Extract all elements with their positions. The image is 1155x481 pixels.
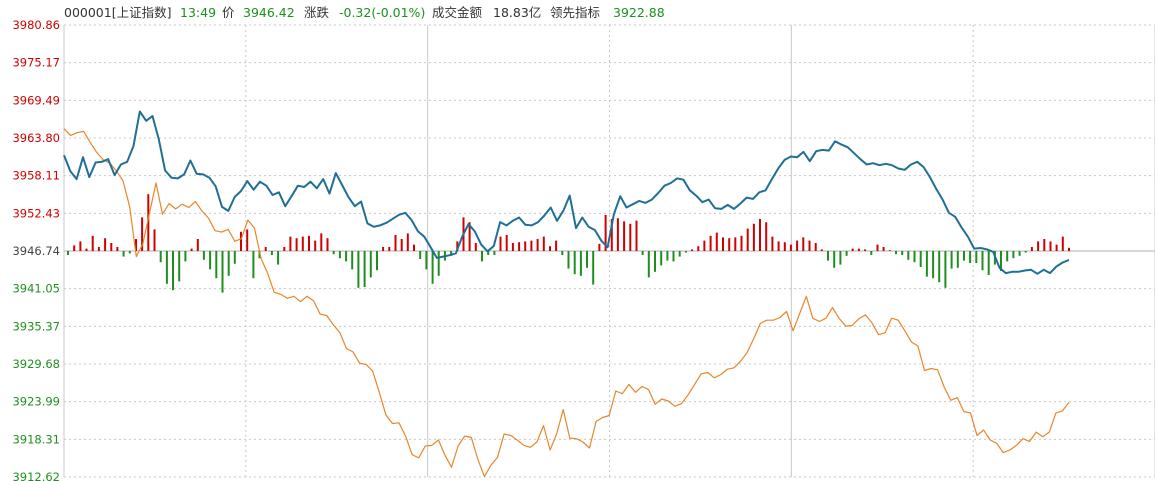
y-tick-label: 3946.74 — [12, 244, 60, 258]
index-code-name: 000001[上证指数] — [64, 5, 171, 20]
leading-indicator-series — [63, 128, 1070, 478]
y-tick-label: 3952.43 — [12, 206, 60, 220]
turnover-label: 成交金额 — [432, 5, 483, 20]
y-tick-label: 3975.17 — [12, 56, 60, 70]
y-tick-label: 3923.99 — [12, 395, 60, 409]
y-tick-label: 3958.11 — [12, 169, 60, 183]
turnover-value: 18.83亿 — [493, 5, 541, 20]
header-bar: 000001[上证指数] 13:49 价 3946.42 涨跌 -0.32(-0… — [64, 5, 665, 20]
volume-bars — [67, 194, 1070, 293]
y-tick-label: 3918.31 — [12, 432, 60, 446]
price-line — [63, 110, 1070, 275]
leading-indicator-value: 3922.88 — [613, 5, 665, 20]
y-tick-label: 3980.86 — [12, 18, 60, 32]
price-series — [63, 110, 1070, 275]
leading-indicator-label: 领先指标 — [550, 5, 600, 20]
leading-indicator-line — [63, 128, 1070, 478]
time-label: 13:49 — [180, 5, 216, 20]
y-axis: 3980.86 3975.17 3969.49 3963.80 3958.11 3952.… — [12, 18, 60, 481]
y-tick-label: 3912.62 — [12, 470, 60, 481]
y-tick-label: 3935.37 — [12, 319, 60, 333]
y-tick-label: 3963.80 — [12, 131, 60, 145]
y-tick-label: 3969.49 — [12, 93, 60, 107]
y-tick-label: 3941.05 — [12, 282, 60, 296]
change-value: -0.32(-0.01%) — [339, 5, 425, 20]
price-label: 价 — [222, 5, 235, 20]
svg-text:000001[上证指数] 13:49: 000001[上证指数] 13:49 价 3946.42 涨跌 -0.32(-0… — [64, 5, 665, 20]
y-tick-label: 3929.68 — [12, 357, 60, 371]
price-value: 3946.42 — [243, 5, 295, 20]
change-label: 涨跌 — [304, 5, 330, 20]
